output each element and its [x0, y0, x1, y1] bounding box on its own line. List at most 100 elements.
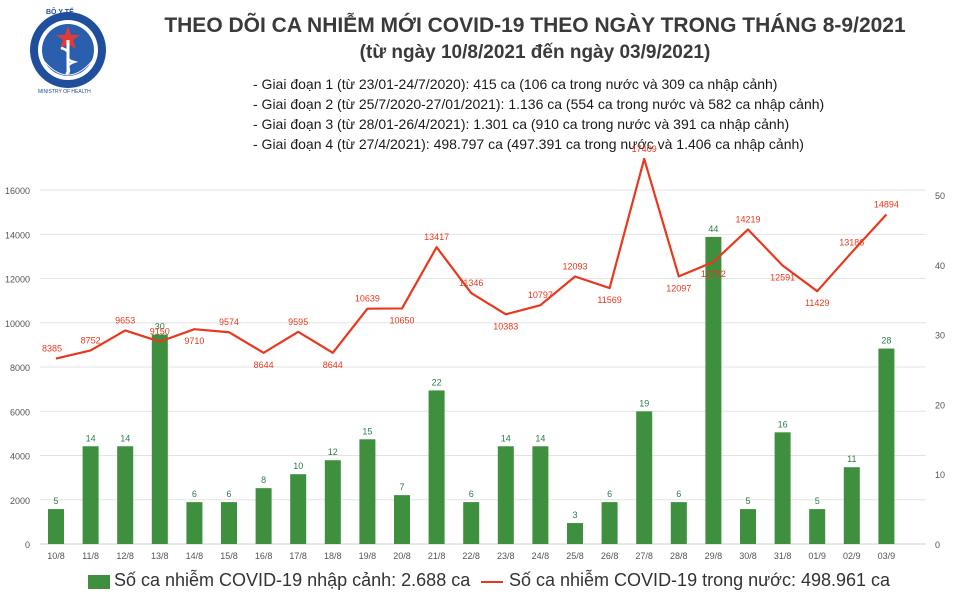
- bar: [705, 236, 722, 544]
- bar-data-label: 28: [881, 336, 891, 346]
- bar-data-label: 16: [778, 419, 788, 429]
- bar: [878, 348, 895, 544]
- logo-bottom-text: MINISTRY OF HEALTH: [38, 89, 91, 95]
- bar: [670, 502, 687, 544]
- left-axis-tick-label: 14000: [5, 230, 30, 240]
- bar-data-label: 30: [155, 322, 165, 332]
- line-data-label: 13186: [839, 237, 864, 247]
- line-data-label: 10639: [355, 294, 380, 304]
- x-axis-tick-label: 16/8: [255, 551, 273, 561]
- bar: [290, 474, 307, 544]
- phase-note-1: - Giai đoạn 1 (từ 23/01-24/7/2020): 415 …: [253, 76, 778, 92]
- left-axis-tick-label: 10000: [5, 319, 30, 329]
- line-data-label: 9653: [115, 315, 135, 325]
- bar: [463, 502, 480, 544]
- line-data-label: 8385: [42, 344, 62, 354]
- line-data-label: 11569: [597, 295, 621, 305]
- line-data-label: 12591: [770, 272, 795, 282]
- x-axis-tick-label: 29/8: [705, 551, 723, 561]
- chart-title: THEO DÕI CA NHIỄM MỚI COVID-19 THEO NGÀY…: [164, 14, 906, 37]
- bar: [117, 446, 134, 544]
- left-axis-tick-label: 6000: [10, 407, 30, 417]
- x-axis-tick-label: 23/8: [497, 551, 515, 561]
- bar-data-label: 6: [607, 489, 612, 499]
- x-axis-tick-label: 22/8: [462, 551, 480, 561]
- left-axis-tick-label: 2000: [10, 496, 30, 506]
- line-data-label: 9595: [288, 317, 308, 327]
- line-data-label: 11429: [805, 298, 829, 308]
- x-axis-tick-label: 26/8: [601, 551, 619, 561]
- line-series: [55, 157, 888, 360]
- legend-bar-swatch: [88, 575, 110, 589]
- bar: [221, 502, 237, 544]
- bar-data-label: 14: [120, 433, 130, 443]
- bar-data-label: 6: [469, 489, 474, 499]
- bar: [843, 467, 860, 544]
- bar: [186, 502, 203, 544]
- legend-line-swatch: [481, 581, 503, 583]
- bar-data-label: 14: [86, 433, 96, 443]
- x-axis-tick-label: 02/9: [843, 551, 861, 561]
- line-data-label: 9150: [150, 327, 170, 337]
- phase-note-4: - Giai đoạn 4 (từ 27/4/2021): 498.797 ca…: [253, 136, 804, 152]
- right-axis-tick-label: 10: [935, 470, 945, 480]
- chart-subtitle: (từ ngày 10/8/2021 đến ngày 03/9/2021): [359, 42, 711, 63]
- line-data-label: 10650: [389, 315, 414, 325]
- bar-data-label: 11: [847, 454, 856, 464]
- x-axis-tick-label: 01/9: [808, 551, 826, 561]
- right-axis-tick-label: 50: [935, 191, 945, 201]
- bar-data-label: 12: [328, 447, 338, 457]
- ministry-of-health-logo: [30, 12, 106, 88]
- bar: [394, 495, 410, 544]
- bar-data-label: 10: [293, 461, 303, 471]
- bar-data-label: 5: [815, 496, 820, 506]
- bar-data-label: 8: [261, 475, 266, 485]
- logo-top-text: BỘ Y TẾ: [46, 9, 74, 16]
- bar: [255, 488, 272, 544]
- bar-data-label: 5: [53, 496, 58, 506]
- left-axis-tick-label: 16000: [5, 186, 30, 196]
- line-data-label: 9574: [219, 317, 239, 327]
- line-data-label: 8644: [254, 360, 274, 370]
- left-axis-tick-label: 4000: [10, 452, 30, 462]
- bar: [601, 502, 618, 544]
- right-axis-tick-label: 20: [935, 400, 945, 410]
- x-axis-tick-label: 03/9: [878, 551, 896, 561]
- x-axis-tick-label: 31/8: [774, 551, 792, 561]
- x-axis-tick-label: 30/8: [739, 551, 757, 561]
- x-axis-tick-label: 21/8: [428, 551, 446, 561]
- bar-data-label: 22: [432, 377, 442, 387]
- line-data-label: 9710: [184, 336, 204, 346]
- bar: [151, 334, 168, 544]
- line-data-label: 8752: [81, 335, 101, 345]
- x-axis-tick-label: 13/8: [151, 551, 169, 561]
- x-axis-tick-label: 20/8: [393, 551, 411, 561]
- line-data-label: 8644: [323, 360, 343, 370]
- line-data-label: 10383: [493, 321, 518, 331]
- line-data-label: 14219: [735, 214, 760, 224]
- right-axis-tick-label: 40: [935, 261, 945, 271]
- phase-notes: - Giai đoạn 1 (từ 23/01-24/7/2020): 415 …: [253, 74, 824, 154]
- x-axis-tick-label: 17/8: [289, 551, 307, 561]
- x-axis-tick-label: 28/8: [670, 551, 688, 561]
- x-axis-tick-label: 15/8: [220, 551, 238, 561]
- bar: [636, 411, 653, 544]
- bar: [532, 446, 549, 544]
- x-axis-tick-label: 12/8: [116, 551, 134, 561]
- line-data-label: 11346: [459, 278, 483, 288]
- x-axis-tick-label: 25/8: [566, 551, 584, 561]
- left-axis-tick-label: 0: [25, 540, 30, 550]
- x-axis-tick-label: 18/8: [324, 551, 342, 561]
- x-axis-tick-label: 19/8: [359, 551, 377, 561]
- phase-note-2: - Giai đoạn 2 (từ 25/7/2020-27/01/2021):…: [253, 96, 825, 112]
- bar: [567, 523, 583, 544]
- bar: [740, 509, 756, 544]
- bar-data-label: 3: [572, 510, 577, 520]
- phase-note-3: - Giai đoạn 3 (từ 28/01-26/4/2021): 1.30…: [253, 116, 790, 132]
- bar-data-label: 44: [708, 224, 718, 234]
- bar: [359, 439, 376, 544]
- line-data-label: 17409: [632, 144, 657, 154]
- line-data-label: 14894: [874, 200, 899, 210]
- x-axis-tick-label: 11/8: [82, 551, 99, 561]
- bar-data-label: 19: [639, 398, 649, 408]
